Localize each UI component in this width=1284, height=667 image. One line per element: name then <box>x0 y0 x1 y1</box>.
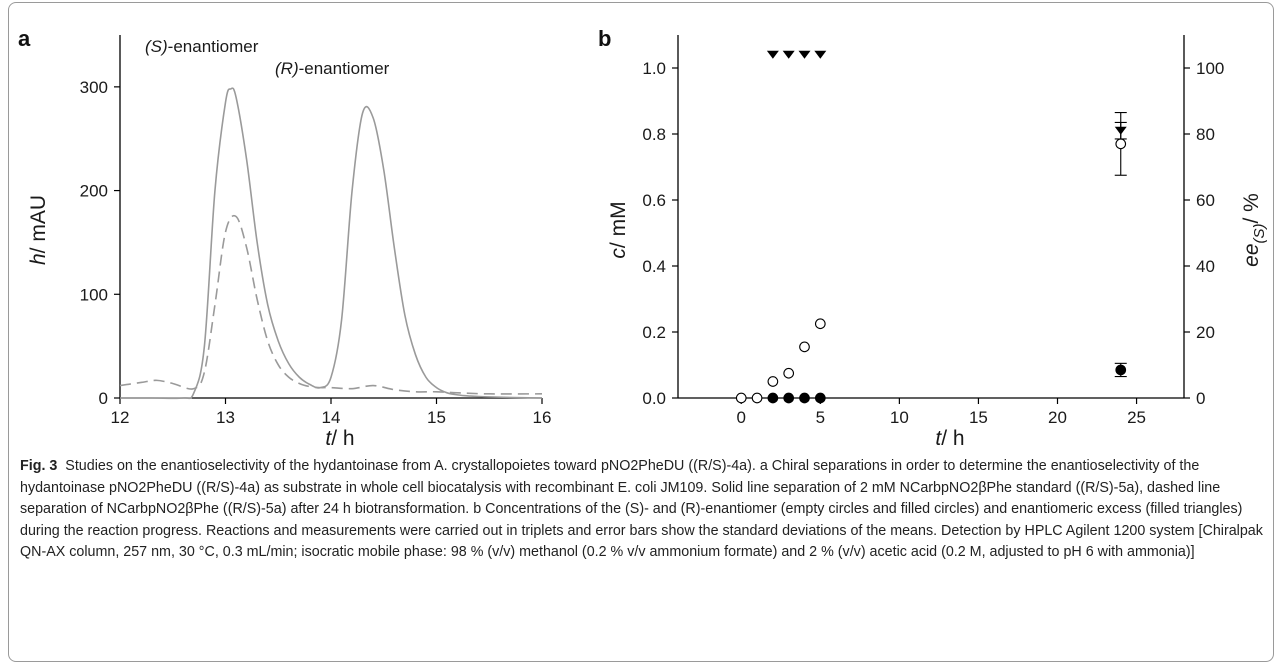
filled-triangle-point <box>766 50 779 59</box>
filled-triangle-point <box>798 50 811 59</box>
empty-circle-point <box>799 341 810 353</box>
panel-b-xtick-label: 10 <box>890 408 909 427</box>
filled-circle-point <box>783 392 795 404</box>
panel-a-xtick-label: 16 <box>533 408 552 427</box>
panel-b-ytick-label: 0.4 <box>642 257 666 276</box>
panel-a-ytick-label: 100 <box>80 285 108 304</box>
filled-triangle-point <box>814 50 827 59</box>
panel-a-letter: a <box>18 26 31 51</box>
figure-frame <box>8 2 1274 662</box>
empty-circle-point <box>735 392 747 404</box>
figure-caption: Fig. 3 Studies on the enantioselectivity… <box>20 456 1270 564</box>
panel-a-xtick-label: 12 <box>111 408 130 427</box>
panel-a-xlabel: t/ h <box>325 427 354 450</box>
filled-triangle-point <box>782 50 795 59</box>
panel-a-xtick-label: 15 <box>427 408 446 427</box>
panel-b-y2tick-label: 40 <box>1196 257 1215 276</box>
annotation-r-enantiomer: (R)-enantiomer <box>275 59 390 78</box>
panel-b-xlabel: t/ h <box>935 427 964 450</box>
panel-b-xtick-label: 15 <box>969 408 988 427</box>
filled-circle-point <box>1115 364 1127 376</box>
caption-text: Studies on the enantioselectivity of the… <box>20 458 1263 560</box>
panel-a-chart: a 0 100 200 300 12 13 14 15 16 h/ mAU t/ h (S)-e… <box>18 26 551 450</box>
filled-circle-point <box>814 392 826 404</box>
filled-circle-point <box>799 392 810 404</box>
panel-a-ytick-label: 0 <box>99 389 108 408</box>
panel-b-ytick-label: 0.8 <box>642 125 666 144</box>
panel-b-y2tick-label: 60 <box>1196 191 1215 210</box>
filled-circle-point <box>767 392 779 404</box>
empty-circle-point <box>767 376 779 387</box>
empty-circle-point <box>751 392 763 404</box>
series-solid-line <box>120 87 543 400</box>
panel-b-ytick-label: 1.0 <box>642 59 666 78</box>
series-dashed-line <box>119 214 543 395</box>
caption-paragraph: Fig. 3 Studies on the enantioselectivity… <box>20 456 1270 564</box>
panel-a-ytick-label: 300 <box>80 78 108 97</box>
panel-a-plot-area: 0 100 200 300 12 13 14 15 16 <box>80 35 552 427</box>
caption-label: Fig. 3 <box>20 458 58 474</box>
panel-b-letter: b <box>598 26 611 51</box>
panel-b-y2tick-label: 0 <box>1196 389 1205 408</box>
panel-b-xtick-label: 5 <box>816 408 825 427</box>
empty-circle-point <box>814 318 826 330</box>
panel-b-ytick-label: 0.2 <box>642 323 666 342</box>
panel-a-xtick-label: 14 <box>322 408 341 427</box>
panel-b-plot-area: 0.0 0.2 0.4 0.6 0.8 1.0 0 20 40 60 80 100 0 5 10 15 20 25 <box>642 35 1224 427</box>
panel-b-y2label: ee(S)/ % <box>1240 193 1268 267</box>
panel-b-y2tick-label: 100 <box>1196 59 1224 78</box>
panel-b-chart: b 0.0 0.2 0.4 0.6 0.8 1.0 0 20 40 60 80 100 0 5 10 15 20… <box>598 26 1268 450</box>
panel-b-xtick-label: 20 <box>1048 408 1067 427</box>
panel-b-y2tick-label: 80 <box>1196 125 1215 144</box>
panel-a-ylabel: h/ mAU <box>27 195 50 265</box>
annotation-s-enantiomer: (S)-enantiomer <box>145 37 259 56</box>
panel-a-xtick-label: 13 <box>216 408 235 427</box>
panel-b-ylabel: c/ mM <box>607 201 630 258</box>
filled-triangle-point <box>1114 126 1127 135</box>
panel-b-ytick-label: 0.0 <box>642 389 666 408</box>
panel-b-ytick-label: 0.6 <box>642 191 666 210</box>
panel-b-xtick-label: 0 <box>737 408 746 427</box>
panel-a-ytick-label: 200 <box>80 182 108 201</box>
panel-b-xtick-label: 25 <box>1127 408 1146 427</box>
empty-circle-point <box>783 367 795 379</box>
panel-b-y2tick-label: 20 <box>1196 323 1215 342</box>
empty-circle-point <box>1115 138 1127 150</box>
